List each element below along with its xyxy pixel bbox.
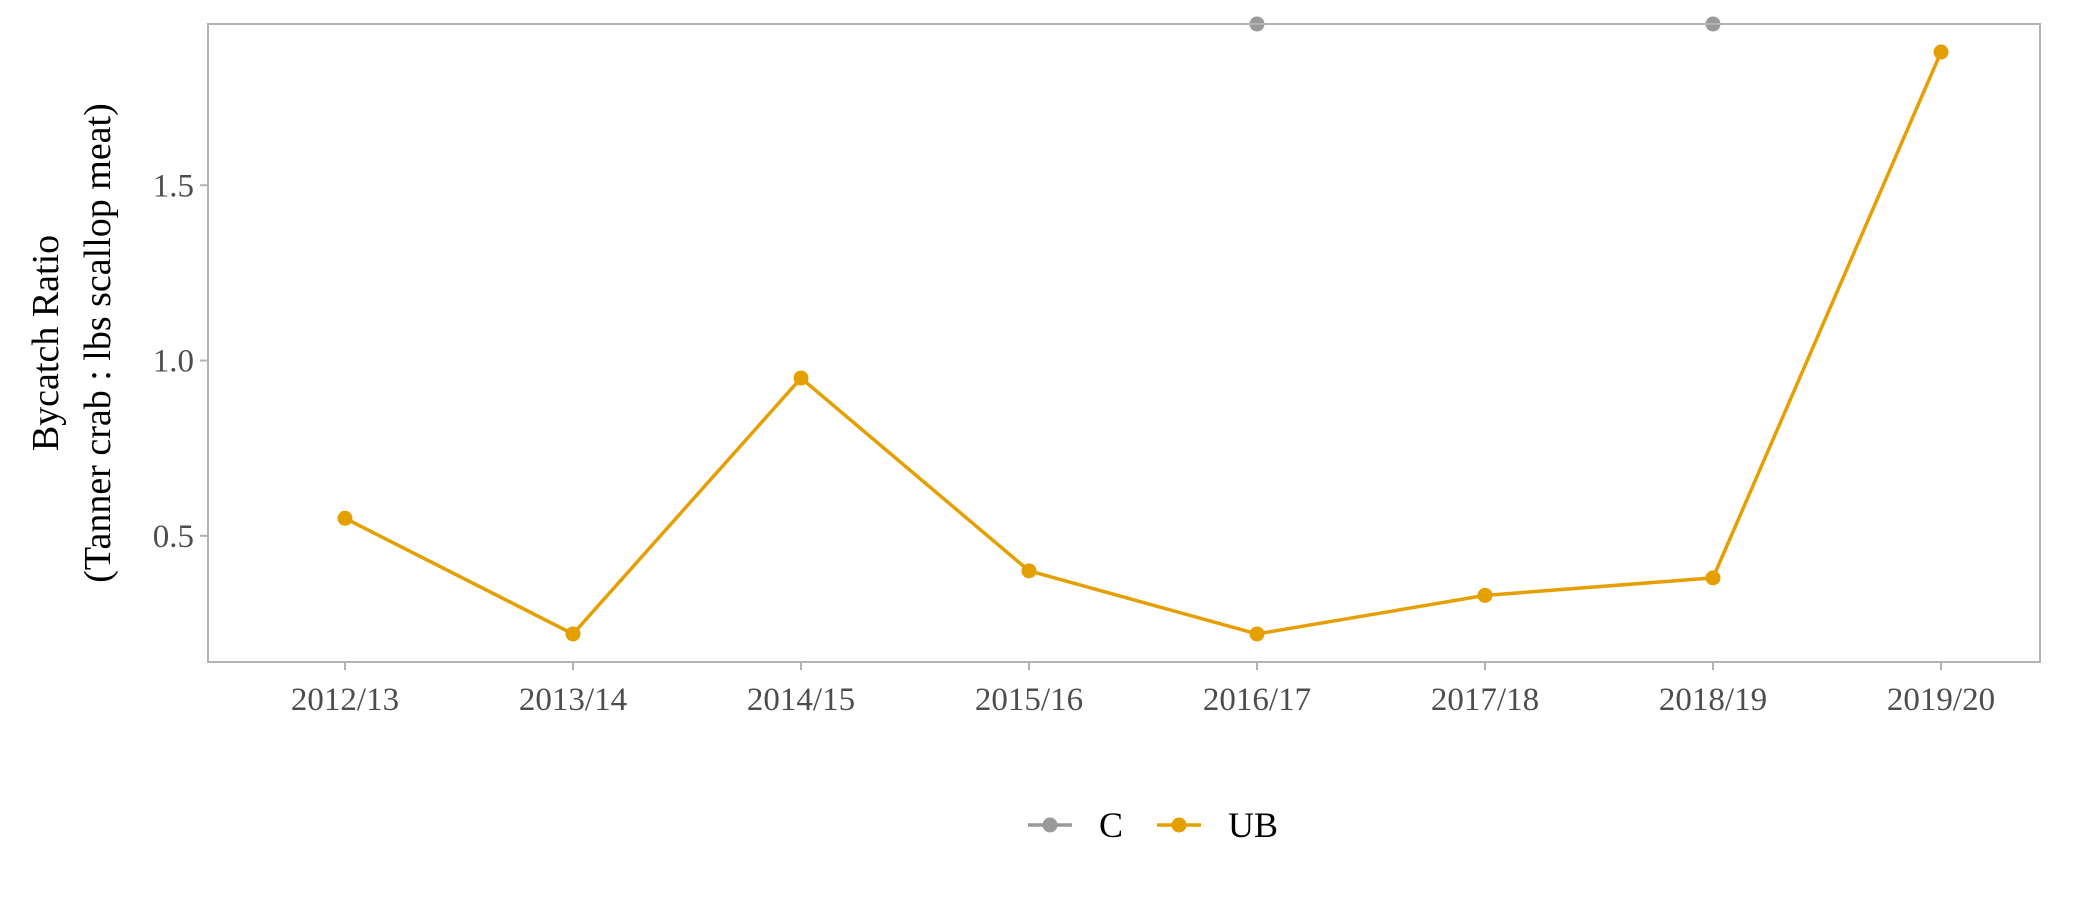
legend-label: C: [1099, 805, 1123, 845]
data-point-ub-7: [1933, 44, 1949, 60]
y-tick-label: 1.0: [153, 344, 194, 380]
x-tick-label: 2019/20: [1887, 682, 1995, 718]
data-point-ub-6: [1705, 570, 1721, 586]
legend-label: UB: [1228, 805, 1278, 845]
legend: C UB: [1028, 805, 1278, 845]
y-tick-label: 1.5: [153, 168, 194, 204]
legend-item-ub: UB: [1157, 805, 1278, 845]
x-tick-label: 2016/17: [1203, 682, 1311, 718]
plot-panel-border: [207, 23, 2041, 663]
x-tick-label: 2014/15: [747, 682, 855, 718]
data-point-ub-4: [1249, 626, 1265, 642]
plot-marks: [337, 16, 1949, 642]
data-point-ub-1: [565, 626, 581, 642]
y-axis-title-line-1: Bycatch Ratio: [25, 235, 67, 451]
data-point-ub-5: [1477, 587, 1493, 603]
series-ub: [337, 44, 1949, 642]
legend-key-point: [1042, 817, 1058, 833]
data-point-ub-3: [1021, 563, 1037, 579]
x-tick-label: 2018/19: [1659, 682, 1767, 718]
x-tick-label: 2017/18: [1431, 682, 1539, 718]
x-tick-label: 2015/16: [975, 682, 1083, 718]
x-tick-label: 2013/14: [519, 682, 627, 718]
y-axis-title-line-2: (Tanner crab : lbs scallop meat): [77, 103, 119, 583]
legend-key-point: [1171, 817, 1187, 833]
x-axis: 2012/13 2013/14 2014/15 2015/16 2016/17 2017/…: [291, 662, 1995, 718]
legend-item-c: C: [1028, 805, 1123, 845]
series-line-ub: [344, 51, 1943, 636]
y-axis-title: Bycatch Ratio (Tanner crab : lbs scallop…: [25, 103, 119, 583]
y-tick-label: 0.5: [153, 519, 194, 555]
data-point-ub-2: [793, 370, 809, 386]
y-axis: 0.5 1.0 1.5: [153, 168, 208, 555]
data-point-ub-0: [337, 510, 353, 526]
x-tick-label: 2012/13: [291, 682, 399, 718]
